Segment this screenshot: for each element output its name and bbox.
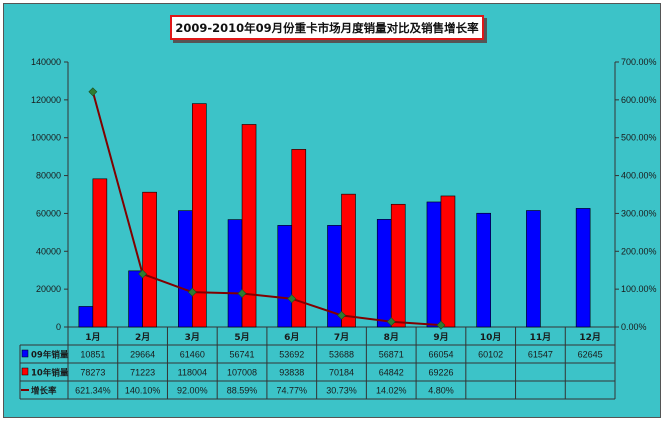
growth-rate-point xyxy=(237,289,247,298)
y-tick-label: 20000 xyxy=(36,284,61,294)
table-cell: 140.10% xyxy=(125,386,161,396)
bar-2010 xyxy=(241,124,257,328)
table-cell: 30.73% xyxy=(326,386,357,396)
bar-2010 xyxy=(192,103,207,328)
table-cell: 93838 xyxy=(279,368,304,378)
x-tick-label: 1月 xyxy=(85,332,100,343)
table-cell: 60102 xyxy=(478,350,503,360)
table-cell: 4.80% xyxy=(428,386,454,396)
table-cell: 29664 xyxy=(130,350,155,360)
y2-tick-label: 200.00% xyxy=(621,246,657,256)
bar-2010 xyxy=(341,193,356,328)
table-cell: 53692 xyxy=(279,350,304,360)
table-cell: 56741 xyxy=(230,350,255,360)
growth-rate-point xyxy=(287,294,297,304)
bar-2010 xyxy=(291,149,307,328)
growth-rate-point xyxy=(138,269,148,279)
x-tick-label: 5月 xyxy=(234,332,249,343)
table-cell: 78273 xyxy=(80,368,105,378)
growth-rate-line xyxy=(91,91,442,327)
x-tick-label: 6月 xyxy=(284,332,299,343)
legend-key xyxy=(21,367,29,376)
x-tick-label: 3月 xyxy=(185,332,200,343)
y2-tick-label: 0.00% xyxy=(621,322,647,332)
bar-2009 xyxy=(376,219,392,328)
x-tick-label: 12月 xyxy=(579,332,601,343)
bar-2009 xyxy=(426,201,442,328)
y-tick-label: 120000 xyxy=(31,95,61,105)
y-tick-label: 60000 xyxy=(36,208,61,218)
table-cell: 53688 xyxy=(329,350,354,360)
y2-tick-label: 400.00% xyxy=(621,171,657,181)
table-cell: 74.77% xyxy=(277,386,308,396)
table-cell: 621.34% xyxy=(75,386,111,396)
bar-2009 xyxy=(575,208,591,328)
bar-2010 xyxy=(390,203,406,328)
table-cell: 70184 xyxy=(329,368,354,378)
chart-frame: 2009-2010年09月份重卡市场月度销量对比及销售增长率 xyxy=(3,3,661,418)
x-tick-label: 10月 xyxy=(480,332,502,343)
bar-2009 xyxy=(78,306,94,328)
legend-entry: 10年销量 xyxy=(31,368,69,379)
table-cell: 62645 xyxy=(578,350,603,360)
table-cell: 61547 xyxy=(528,350,553,360)
bar-2009 xyxy=(128,270,143,328)
x-tick-label: 8月 xyxy=(384,332,399,343)
legend-key xyxy=(21,349,29,358)
legend-entry: 增长率 xyxy=(31,386,57,397)
bar-2009 xyxy=(526,210,541,328)
table-cell: 118004 xyxy=(178,368,207,378)
bar-2010 xyxy=(92,178,108,328)
x-tick-label: 7月 xyxy=(334,332,349,343)
table-cell: 69226 xyxy=(428,368,453,378)
legend-entry: 09年销量 xyxy=(31,350,69,361)
bar-2009 xyxy=(476,212,491,328)
y-tick-label: 40000 xyxy=(36,246,61,256)
table-cell: 92.00% xyxy=(177,386,208,396)
table-cell: 107008 xyxy=(227,368,257,378)
growth-rate-point xyxy=(88,87,98,97)
y-tick-label: 0 xyxy=(56,322,61,332)
x-tick-label: 9月 xyxy=(433,332,448,343)
growth-rate-point xyxy=(187,287,197,297)
x-tick-label: 2月 xyxy=(135,332,150,343)
bar-2009 xyxy=(227,219,243,328)
table-cell: 61460 xyxy=(180,350,205,360)
y2-tick-label: 300.00% xyxy=(621,208,657,218)
y2-tick-label: 600.00% xyxy=(621,95,657,105)
bar-2009 xyxy=(277,225,293,328)
y2-tick-label: 700.00% xyxy=(621,57,657,67)
table-cell: 64842 xyxy=(379,368,404,378)
growth-rate-point xyxy=(436,320,446,330)
growth-rate-point xyxy=(386,317,396,327)
y2-tick-label: 500.00% xyxy=(621,133,657,143)
bar-2010 xyxy=(440,195,456,328)
x-tick-label: 11月 xyxy=(530,332,552,343)
y-tick-label: 140000 xyxy=(31,57,61,67)
table-cell: 71223 xyxy=(130,368,155,378)
growth-rate-point xyxy=(337,310,346,320)
table-cell: 10851 xyxy=(80,350,105,360)
table-cell: 56871 xyxy=(379,350,404,360)
bar-2010 xyxy=(142,191,157,328)
table-cell: 14.02% xyxy=(376,386,407,396)
chart-title: 2009-2010年09月份重卡市场月度销量对比及销售增长率 xyxy=(170,15,484,40)
table-cell: 66054 xyxy=(428,350,453,360)
y2-tick-label: 100.00% xyxy=(621,284,657,294)
table-cell: 88.59% xyxy=(227,386,258,396)
y-tick-label: 100000 xyxy=(31,133,61,143)
y-tick-label: 80000 xyxy=(36,171,61,181)
bar-2009 xyxy=(178,210,193,328)
